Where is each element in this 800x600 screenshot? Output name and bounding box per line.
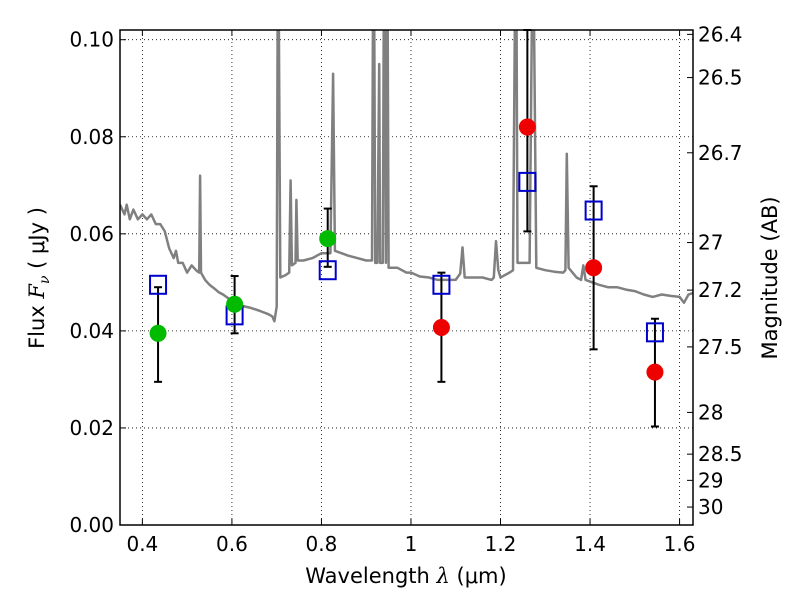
red-data-point <box>646 363 664 381</box>
right-tick-label: 27 <box>698 231 723 255</box>
x-tick-label: 0.4 <box>126 532 158 556</box>
y-tick-label: 0.10 <box>69 28 114 52</box>
right-tick-label: 27.2 <box>698 278 743 302</box>
right-tick-label: 29 <box>698 468 723 492</box>
y-axis-label: Flux Fν ( μJy ) <box>25 207 53 349</box>
x-axis-label: Wavelength λ (μm) <box>305 564 506 588</box>
red-data-point <box>585 259 603 277</box>
model-square <box>318 260 337 281</box>
right-tick-label: 28 <box>698 400 723 424</box>
right-tick-label: 28.5 <box>698 442 743 466</box>
green-data-point <box>226 295 244 313</box>
model-square <box>584 200 603 221</box>
grid <box>120 30 693 525</box>
right-tick-label: 26.5 <box>698 66 743 90</box>
right-axis-label: Magnitude (AB) <box>758 196 782 359</box>
x-tick-label: 1.4 <box>574 532 606 556</box>
green-data-point <box>319 230 337 248</box>
y-tick-label: 0.06 <box>69 222 114 246</box>
model-square <box>149 274 168 295</box>
x-tick-label: 0.8 <box>306 532 338 556</box>
y-tick-label: 0.08 <box>69 125 114 149</box>
plot-frame <box>119 29 694 526</box>
model-square <box>645 322 664 343</box>
right-tick-label: 30 <box>698 495 723 519</box>
right-tick-label: 26.7 <box>698 141 743 165</box>
y-tick-label: 0.00 <box>69 513 114 537</box>
x-tick-label: 0.6 <box>216 532 248 556</box>
ticks <box>120 30 693 526</box>
x-tick-label: 1.6 <box>664 532 696 556</box>
sed-line <box>120 30 693 323</box>
model-square <box>432 274 451 295</box>
sed-spectrum <box>120 30 693 323</box>
green-data-point <box>149 324 167 342</box>
y-tick-label: 0.02 <box>69 416 114 440</box>
red-data-point <box>518 118 536 136</box>
right-tick-label: 26.4 <box>698 22 743 46</box>
data-markers <box>149 29 664 428</box>
model-square <box>518 171 537 192</box>
y-tick-label: 0.04 <box>69 319 114 343</box>
x-tick-label: 1.2 <box>485 532 517 556</box>
right-tick-label: 27.5 <box>698 335 743 359</box>
x-tick-label: 1 <box>405 532 418 556</box>
red-data-point <box>432 318 450 336</box>
tick-labels: 0.4 0.6 0.8 1 1.2 1.4 1.6 0.00 0.02 0.04 0.06 0.08 0… <box>69 22 742 556</box>
